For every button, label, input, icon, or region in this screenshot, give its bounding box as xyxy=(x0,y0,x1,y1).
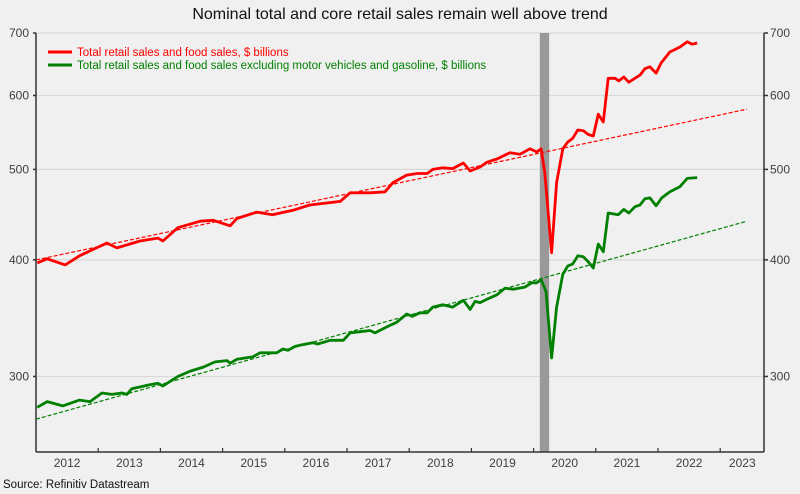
recession-shading xyxy=(539,33,550,452)
series-line xyxy=(36,176,698,409)
series-lines xyxy=(35,40,748,420)
y-tick-label-left: 400 xyxy=(9,253,29,267)
legend: Total retail sales and food sales, $ bil… xyxy=(48,47,486,72)
gridlines xyxy=(36,32,764,378)
x-tick-label: 2019 xyxy=(489,456,516,470)
chart-title: Nominal total and core retail sales rema… xyxy=(192,6,607,23)
y-tick-label-left: 700 xyxy=(9,26,29,40)
x-tick-label: 2018 xyxy=(427,456,454,470)
y-tick-label-right: 500 xyxy=(770,162,790,176)
source-note: Source: Refinitiv Datastream xyxy=(3,479,149,491)
x-tick-label: 2023 xyxy=(729,456,756,470)
y-tick-label-left: 300 xyxy=(9,369,29,383)
series-line xyxy=(36,40,698,267)
legend-label-total: Total retail sales and food sales, $ bil… xyxy=(77,47,289,59)
legend-label-core: Total retail sales and food sales exclud… xyxy=(77,60,486,72)
axes: 300 300 400 400 500 500 600 600 700 700 2012 2013 20… xyxy=(9,26,790,470)
x-tick-label: 2016 xyxy=(303,456,330,470)
x-tick-label: 2013 xyxy=(116,456,143,470)
x-tick-label: 2017 xyxy=(365,456,392,470)
x-tick-label: 2015 xyxy=(240,456,267,470)
trend-line xyxy=(35,220,748,420)
x-tick-label: 2021 xyxy=(614,456,641,470)
recession-bar xyxy=(539,33,550,452)
x-tick-label: 2014 xyxy=(178,456,205,470)
y-tick-label-right: 400 xyxy=(770,253,790,267)
y-tick-label-right: 700 xyxy=(770,26,790,40)
y-tick-label-right: 600 xyxy=(770,88,790,102)
y-tick-label-left: 500 xyxy=(9,162,29,176)
x-tick-label: 2012 xyxy=(54,456,81,470)
x-tick-label: 2022 xyxy=(676,456,703,470)
y-tick-label-right: 300 xyxy=(770,369,790,383)
y-tick-label-left: 600 xyxy=(9,88,29,102)
x-tick-label: 2020 xyxy=(551,456,578,470)
